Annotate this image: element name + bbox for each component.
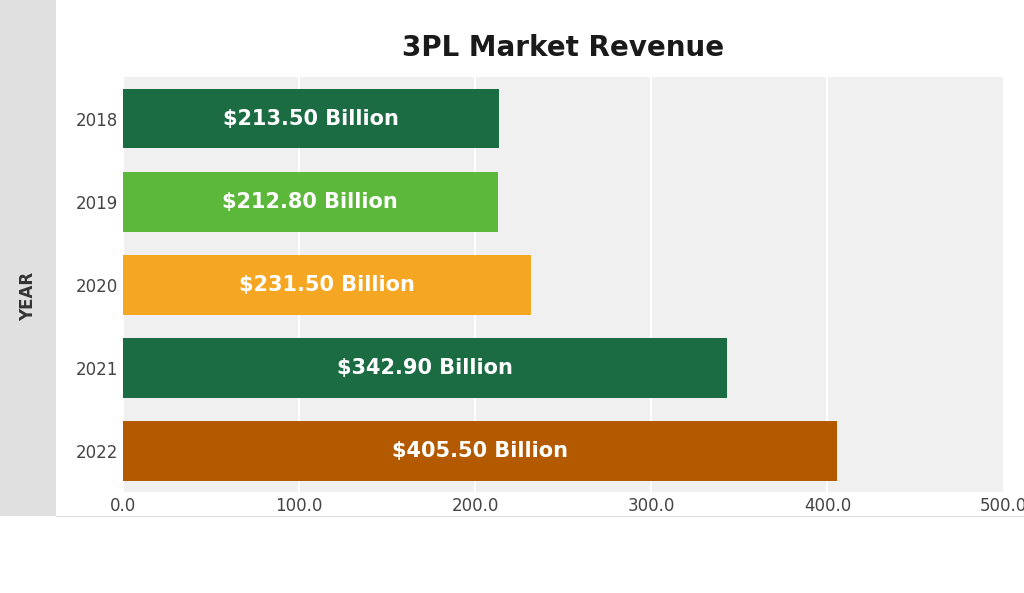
Text: AND: AND [159,538,177,547]
Bar [123,421,837,480]
Bar [123,89,499,148]
Text: $213.50 Billion: $213.50 Billion [223,109,398,129]
Text: Provided by: Provided by [865,548,935,557]
Text: https://fulfillmentanddistribution.com: https://fulfillmentanddistribution.com [389,548,598,557]
Bar [123,172,498,231]
Text: $342.90 Billion: $342.90 Billion [337,358,513,378]
Bar [123,255,530,314]
Text: Distribution: Distribution [111,553,204,568]
Text: YEAR: YEAR [19,272,37,321]
Text: $231.50 Billion: $231.50 Billion [239,275,415,295]
Text: $212.80 Billion: $212.80 Billion [222,192,398,212]
Text: $405.50 Billion: $405.50 Billion [392,441,568,461]
Text: Statista: Statista [916,548,966,557]
Bar [123,338,727,397]
Title: 3PL Market Revenue: 3PL Market Revenue [402,34,724,62]
Text: Fulfillment: Fulfillment [102,535,186,550]
X-axis label: Revenue Generated: Revenue Generated [454,526,673,545]
